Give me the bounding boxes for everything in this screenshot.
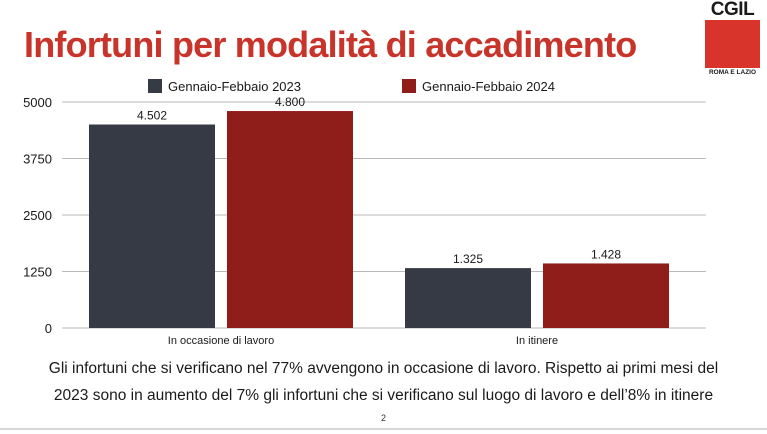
bar <box>227 111 353 328</box>
y-tick-label: 0 <box>45 321 52 336</box>
data-label: 4.800 <box>275 95 305 109</box>
legend-swatch <box>148 79 162 93</box>
x-category-label: In itinere <box>516 335 558 345</box>
data-label: 1.325 <box>453 252 483 266</box>
logo-text: CGIL <box>710 0 755 20</box>
bar <box>543 263 669 328</box>
bar-chart: 0 1250 2500 3750 5000 Gennaio-Febbaio 2023 Gen… <box>23 79 706 345</box>
x-category-label: In occasione di lavoro <box>168 335 274 345</box>
bar <box>89 124 215 328</box>
y-tick-label: 1250 <box>23 265 52 280</box>
cgil-logo: CGIL ROMA E LAZIO <box>705 0 760 82</box>
slide-title: Infortuni per modalità di accadimento <box>24 24 637 65</box>
page-number: 2 <box>380 413 386 423</box>
data-label: 4.502 <box>137 109 167 123</box>
legend-label: Gennaio-Febbaio 2023 <box>168 79 301 94</box>
logo-subtitle: ROMA E LAZIO <box>708 69 757 76</box>
y-tick-label: 5000 <box>23 95 52 110</box>
data-label: 1.428 <box>591 247 621 261</box>
logo-red-square <box>705 20 760 68</box>
y-tick-label: 3750 <box>23 152 52 167</box>
bottom-divider <box>0 428 767 430</box>
caption-line-2: 2023 sono in aumento del 7% gli infortun… <box>53 387 714 404</box>
y-tick-label: 2500 <box>23 208 52 223</box>
legend-swatch <box>402 79 416 93</box>
caption-line-1: Gli infortuni che si verificano nel 77% … <box>48 360 719 377</box>
legend-label: Gennaio-Febbaio 2024 <box>422 79 555 94</box>
bar <box>405 268 531 328</box>
